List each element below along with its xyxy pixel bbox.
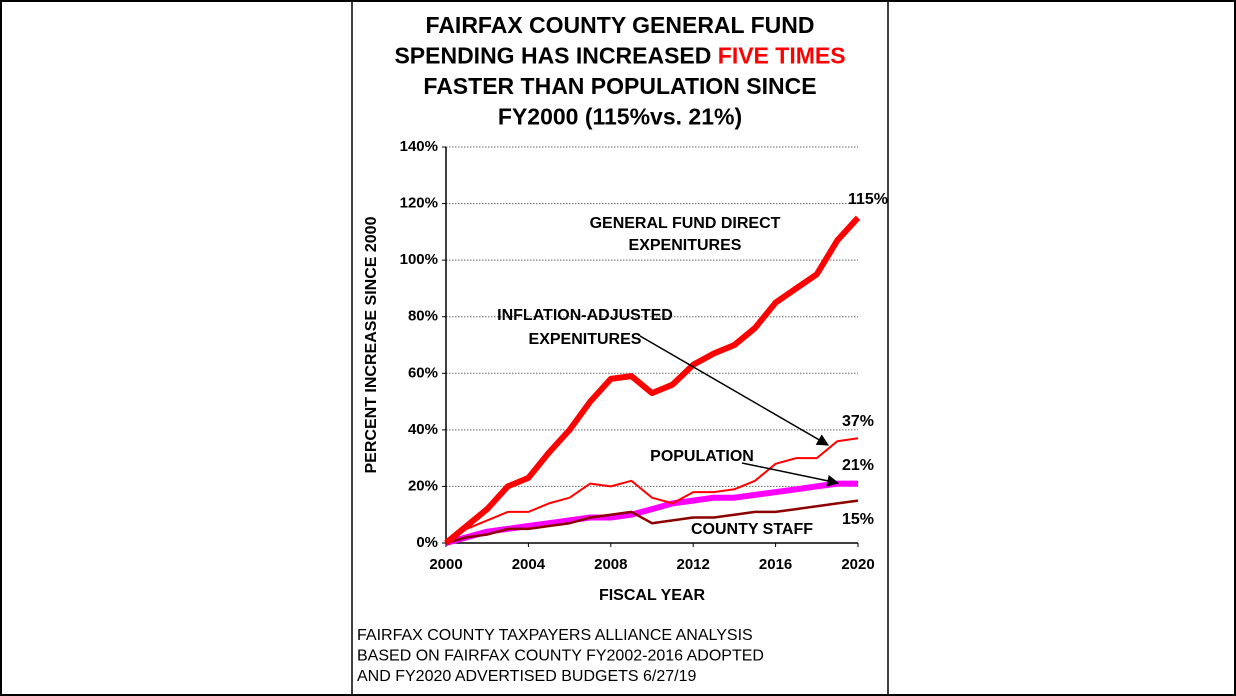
chart-title: FASTER THAN POPULATION SINCE — [423, 73, 816, 99]
series-line — [445, 437, 859, 544]
y-tick-label: 140% — [400, 138, 438, 155]
footer-text: BASED ON FAIRFAX COUNTY FY2002-2016 ADOP… — [357, 648, 764, 665]
value-label: 15% — [842, 511, 874, 528]
y-tick-label: 80% — [408, 308, 438, 325]
title-text: FY2000 (115%vs. 21%) — [498, 104, 742, 130]
x-tick-label: 2020 — [841, 556, 874, 573]
arrow — [639, 335, 830, 446]
chart-title: SPENDING HAS INCREASED FIVE TIMES — [394, 43, 845, 69]
y-tick-label: 40% — [408, 421, 438, 438]
series-label: GENERAL FUND DIRECT — [590, 215, 781, 232]
value-label: 37% — [842, 413, 874, 430]
chart-title: FAIRFAX COUNTY GENERAL FUND — [426, 12, 815, 38]
x-tick-label: 2000 — [429, 556, 462, 573]
series-label: COUNTY STAFF — [691, 521, 813, 538]
y-tick-label: 100% — [400, 251, 438, 268]
title-text: SPENDING HAS INCREASED — [394, 43, 711, 69]
series-label: INFLATION-ADJUSTED — [497, 307, 673, 324]
chart-title: FY2000 (115%vs. 21%) — [498, 104, 742, 130]
value-label: 21% — [842, 457, 874, 474]
series-label: EXPENITURES — [629, 237, 742, 254]
y-axis-label: PERCENT INCREASE SINCE 2000 — [363, 216, 380, 473]
arrow — [741, 462, 840, 487]
x-tick-label: 2008 — [594, 556, 627, 573]
x-tick-label: 2016 — [759, 556, 792, 573]
x-tick-label: 2012 — [677, 556, 710, 573]
y-tick-label: 20% — [408, 477, 438, 494]
series-line — [444, 215, 861, 546]
series-line — [445, 499, 859, 545]
x-tick-label: 2004 — [512, 556, 546, 573]
value-label: 115% — [848, 191, 888, 208]
x-axis-label: FISCAL YEAR — [599, 587, 706, 604]
y-tick-label: 60% — [408, 364, 438, 381]
footer-text: AND FY2020 ADVERTISED BUDGETS 6/27/19 — [357, 668, 697, 685]
y-tick-label: 120% — [400, 195, 438, 212]
series-label: EXPENITURES — [529, 331, 642, 348]
title-text: FASTER THAN POPULATION SINCE — [423, 73, 816, 99]
title-highlight: FIVE TIMES — [718, 43, 846, 69]
y-tick-label: 0% — [416, 534, 438, 551]
title-text: FAIRFAX COUNTY GENERAL FUND — [426, 12, 815, 38]
series-label: POPULATION — [650, 448, 754, 465]
footer-text: FAIRFAX COUNTY TAXPAYERS ALLIANCE ANALYS… — [357, 627, 753, 644]
